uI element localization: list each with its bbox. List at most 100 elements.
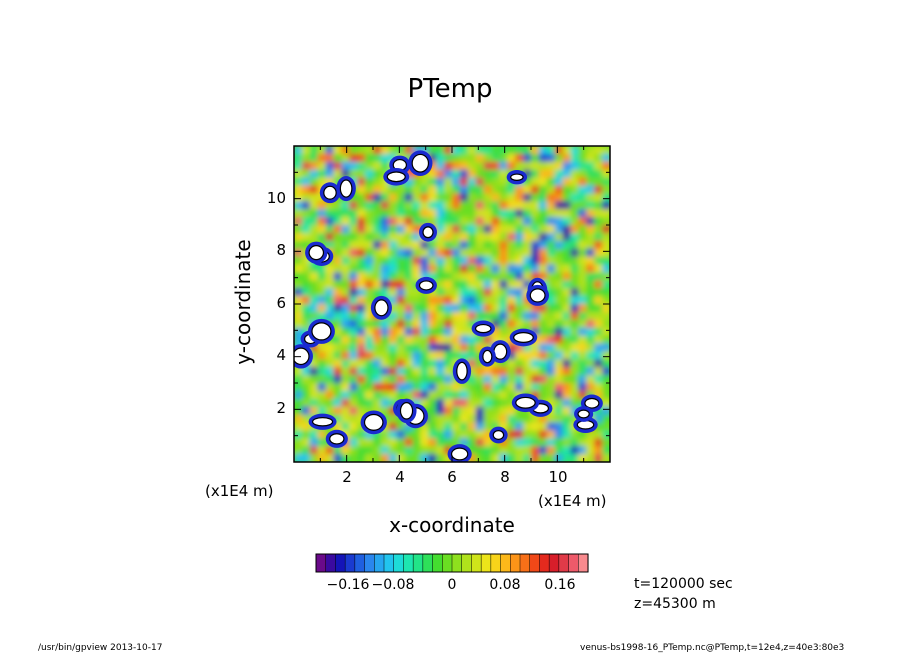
field-cell [499,217,509,226]
field-cell [325,209,335,219]
field-cell [523,351,532,361]
field-cell [325,367,335,377]
field-cell [586,232,596,242]
field-cell [554,264,564,274]
field-cell [380,161,390,171]
field-cell [325,272,335,282]
field-cell [483,390,493,400]
field-cell [570,398,580,408]
field-cell [365,217,374,226]
field-cell [294,240,303,250]
field-cell [594,319,604,329]
field-cell [538,311,548,321]
x-tick-label: 10 [548,468,568,486]
field-cell [499,264,509,274]
field-cell [546,367,556,377]
field-cell [357,232,367,242]
field-cell [357,264,367,274]
field-cell [515,351,525,361]
field-cell [309,272,319,282]
field-cell [459,272,469,282]
field-cell [412,367,422,377]
field-cell [531,311,540,321]
field-cell [562,209,572,219]
field-cell [475,414,485,424]
field-cell [538,359,548,369]
field-cell [436,225,446,234]
field-cell [380,438,390,448]
field-cell [586,169,596,179]
field-cell [317,343,327,353]
field-cell [523,311,532,321]
field-cell [436,177,446,187]
field-cell [294,272,303,282]
field-cell [404,146,414,155]
field-cell [562,193,572,203]
colorbar-segment [558,553,570,573]
field-cell [459,414,469,424]
field-cell [444,390,453,400]
colorbar-segment [344,553,356,573]
field-cell [301,161,311,171]
field-cell [570,351,580,361]
field-cell [333,351,343,361]
field-cell [594,225,604,234]
field-cell [341,335,351,345]
colorbar-segment [471,553,482,573]
field-cell [602,248,610,258]
field-cell [388,319,398,329]
field-cell [349,446,359,456]
field-cell [459,240,469,250]
field-cell [602,375,610,384]
field-cell [475,185,485,195]
out-of-range-blob [529,288,546,303]
field-cell [554,311,564,321]
field-cell [546,280,556,290]
field-cell [546,390,556,400]
field-cell [444,335,453,345]
field-cell [301,256,311,266]
field-cell [586,272,596,282]
field-cell [420,454,430,462]
field-cell [459,209,469,219]
field-cell [317,146,327,155]
field-cell [333,375,343,384]
field-cell [309,446,319,456]
field-cell [436,335,446,345]
field-cell [357,248,367,258]
field-cell [436,209,446,219]
field-cell [365,288,374,298]
field-cell [459,422,469,432]
field-cell [507,390,517,400]
field-cell [594,446,604,456]
field-cell [428,406,438,416]
field-cell [531,422,540,432]
field-cell [388,311,398,321]
y-axis-unit: (x1E4 m) [205,482,274,500]
field-cell [436,383,446,392]
field-cell [554,383,564,392]
field-cell [428,296,438,305]
field-cell [523,304,532,313]
field-cell [483,398,493,408]
field-cell [554,272,564,282]
field-cell [531,375,540,384]
field-cell [325,146,335,155]
field-cell [357,201,367,211]
field-cell [483,225,493,234]
field-cell [436,169,446,179]
field-cell [491,304,501,313]
field-cell [531,264,540,274]
field-cell [301,209,311,219]
field-cell [396,422,406,432]
field-cell [294,161,303,171]
field-cell [317,398,327,408]
field-cell [554,225,564,234]
field-cell [483,422,493,432]
field-cell [420,319,430,329]
field-cell [317,177,327,187]
field-cell [594,438,604,448]
field-cell [325,169,335,179]
field-cell [452,383,461,392]
field-cell [578,248,588,258]
